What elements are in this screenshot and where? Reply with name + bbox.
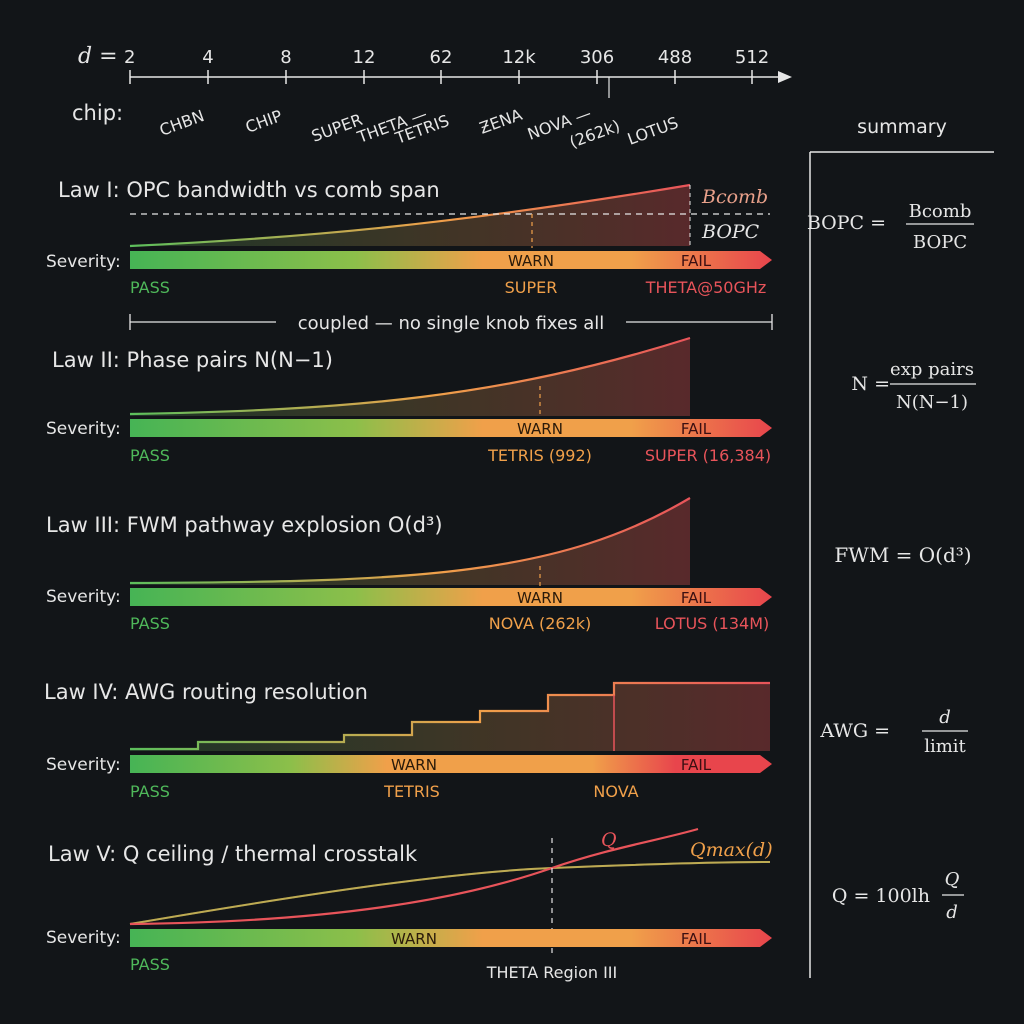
law-1: Law I: OPC bandwidth vs comb span Bcomb …	[46, 178, 772, 297]
law-2-fail-text: FAIL	[681, 420, 712, 438]
axis-tick-label: 12	[353, 47, 376, 68]
chip-lotus: LOTUS	[625, 113, 681, 149]
law-2-warn-text: WARN	[517, 420, 563, 438]
chip-row-label: chip:	[72, 101, 123, 125]
law-5-qmax-tint	[129, 861, 771, 925]
law-2-area	[130, 338, 690, 416]
d-axis-label: d =	[78, 44, 118, 69]
law-5-warn-text: WARN	[391, 930, 437, 948]
summary-formula-2-lhs: N =	[851, 373, 890, 395]
law-4-title: Law IV: AWG routing resolution	[44, 680, 368, 704]
law-5-q-label: Q	[601, 829, 617, 851]
law-5: Law V: Q ceiling / thermal crosstalk Q Q…	[46, 827, 773, 982]
law-3: Law III: FWM pathway explosion O(d³) Sev…	[46, 497, 772, 633]
summary-formula-5-num: Q	[945, 869, 960, 890]
law-1-bcomb-label: Bcomb	[701, 186, 768, 208]
law-4-severity-bar	[130, 755, 772, 773]
law-3-curve	[129, 497, 691, 585]
chip-zena: ƵΕΝΑ	[477, 105, 525, 138]
law-1-warn-chip: SUPER	[505, 278, 558, 297]
law-2-warn-chip: TETRIS (992)	[487, 446, 592, 465]
law-5-severity-label: Severity:	[46, 928, 121, 948]
law-1-severity-bar	[130, 251, 772, 269]
coupling-note: coupled — no single knob fixes all	[129, 313, 773, 334]
chip-chbn: CHBN	[157, 106, 207, 140]
law-1-warn-text: WARN	[508, 252, 554, 270]
axis-tick-label: 4	[202, 47, 213, 68]
law-3-fail-chip: LOTUS (134M)	[655, 614, 770, 633]
law-2-pass-marker: PASS	[130, 446, 170, 465]
coupling-note-text: coupled — no single knob fixes all	[298, 313, 604, 334]
axis-tick-label: 62	[430, 47, 453, 68]
law-4-fail-text: FAIL	[681, 756, 712, 774]
law-3-fail-text: FAIL	[681, 589, 712, 607]
summary-formula-1-den: BOPC	[913, 232, 967, 253]
summary-formula-5-lhs: Q = 100lh	[832, 885, 930, 907]
law-4-warn-chip: TETRIS	[383, 782, 440, 801]
law-1-bopc-label: BOPC	[701, 221, 760, 243]
law-5-qmax-label: Qmax(d)	[690, 839, 773, 861]
summary-formula-4-den: limit	[924, 736, 966, 757]
law-4-fail-chip: NOVA	[593, 782, 638, 801]
law-3-severity-bar	[130, 588, 772, 606]
law-3-area	[130, 498, 690, 585]
law-1-fail-text: FAIL	[681, 252, 712, 270]
chip-chip: CHIP	[243, 106, 285, 137]
law-4-staircase	[130, 681, 770, 751]
summary-formula-1-num: Bcomb	[909, 201, 972, 222]
law-4-pass-marker: PASS	[130, 782, 170, 801]
law-5-pass-marker: PASS	[130, 955, 170, 974]
law-3-title: Law III: FWM pathway explosion O(d³)	[46, 513, 443, 537]
axis-tick-label: 12k	[502, 47, 536, 68]
law-5-severity-bar	[130, 929, 772, 947]
axis-arrowhead	[778, 71, 792, 83]
law-1-severity-label: Severity:	[46, 252, 121, 272]
summary-formula-4-num: d	[939, 707, 951, 728]
law-2-curve	[129, 336, 691, 416]
axis-tick-label: 2	[124, 47, 135, 68]
law-1-title: Law I: OPC bandwidth vs comb span	[58, 178, 440, 202]
law-2-fail-chip: SUPER (16,384)	[645, 446, 771, 465]
law-5-fail-text: FAIL	[681, 930, 712, 948]
law-4-severity-label: Severity:	[46, 755, 121, 775]
law-5-q-curve	[129, 827, 699, 926]
summary-formula-2-num: exp pairs	[890, 359, 974, 380]
law-5-title: Law V: Q ceiling / thermal crosstalk	[48, 842, 418, 866]
law-2: Law II: Phase pairs N(N−1) Severity: WAR…	[46, 336, 772, 465]
axis-tick-label: 512	[735, 47, 769, 68]
law-1-pass-marker: PASS	[130, 278, 170, 297]
law-5-qmax-curve	[129, 861, 771, 925]
law-2-severity-label: Severity:	[46, 419, 121, 439]
summary-formula-2-den: N(N−1)	[896, 392, 968, 413]
law-3-severity-label: Severity:	[46, 587, 121, 607]
law-2-severity-bar	[130, 419, 772, 437]
law-3-warn-text: WARN	[517, 589, 563, 607]
summary-panel: summary BOPC = Bcomb BOPC N = exp pairs …	[807, 116, 994, 978]
law-2-title: Law II: Phase pairs N(N−1)	[52, 348, 333, 372]
law-1-area	[130, 185, 690, 246]
summary-formula-3: FWM = O(d³)	[834, 543, 971, 567]
law-4-area	[130, 683, 770, 751]
axis-tick-label: 306	[580, 47, 614, 68]
law-3-pass-marker: PASS	[130, 614, 170, 633]
axis-tick-label: 8	[280, 47, 291, 68]
law-4-warn-text: WARN	[391, 756, 437, 774]
law-1-curve	[129, 183, 691, 248]
law-1-fail-chip: THETA@50GHz	[645, 278, 767, 297]
summary-title: summary	[857, 116, 947, 138]
summary-formula-4-lhs: AWG =	[819, 720, 890, 742]
law-4: Law IV: AWG routing resolution Severity:…	[44, 680, 772, 801]
law-5-crossover-label: THETA Region III	[486, 963, 618, 982]
summary-formula-5-den: d	[946, 902, 958, 923]
summary-formula-1-lhs: BOPC =	[807, 212, 886, 234]
axis-tick-label: 488	[658, 47, 692, 68]
law-3-warn-chip: NOVA (262k)	[489, 614, 592, 633]
chip-row: chip: CHBN CHIP SUPER THETA — TETRIS ƵΕΝ…	[72, 101, 681, 152]
d-axis: d = 2 4 8 12 62 12k 306 488 512	[78, 44, 792, 98]
